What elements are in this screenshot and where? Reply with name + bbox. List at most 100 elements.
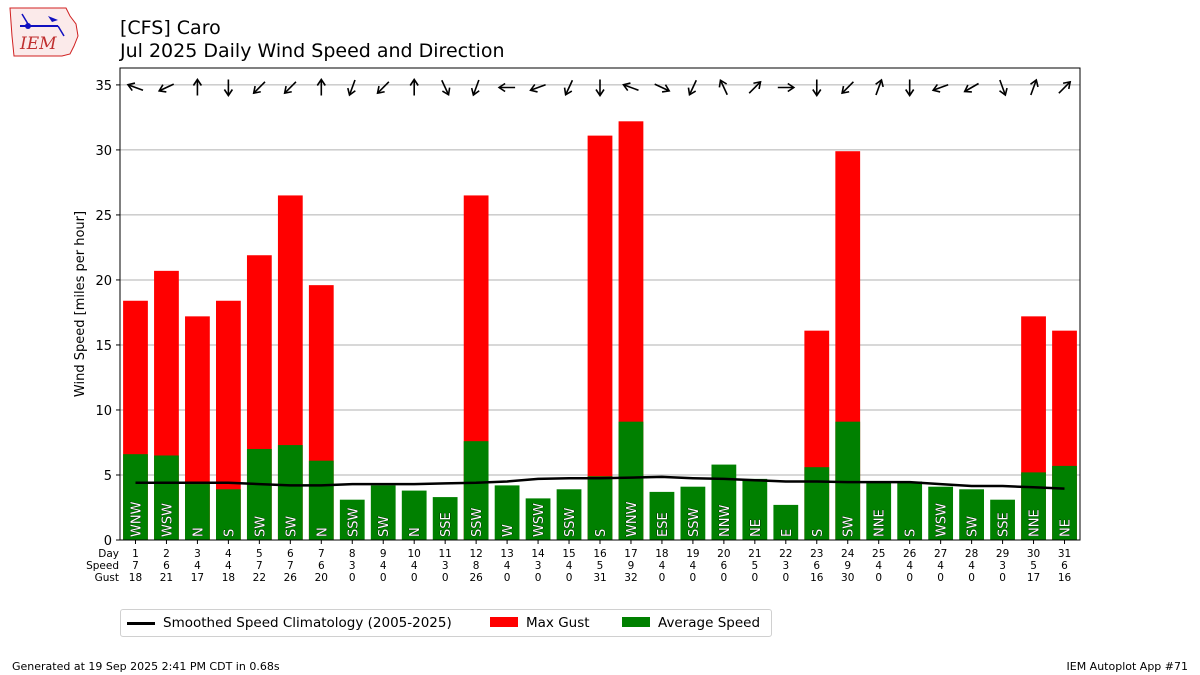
speed-label: 4 bbox=[968, 560, 975, 572]
speed-label: 7 bbox=[287, 560, 294, 572]
gust-label: 0 bbox=[659, 572, 666, 584]
wind-arrow bbox=[1029, 78, 1039, 96]
speed-label: 4 bbox=[875, 560, 882, 572]
gust-label: 26 bbox=[284, 572, 298, 584]
speed-label: 5 bbox=[751, 560, 758, 572]
y-tick-label: 30 bbox=[95, 144, 112, 159]
speed-label: 6 bbox=[163, 560, 170, 572]
avg-bar bbox=[711, 464, 737, 540]
avg-bar bbox=[959, 489, 984, 540]
speed-label: 6 bbox=[318, 560, 325, 572]
avg-bar bbox=[494, 485, 520, 540]
wind-arrow bbox=[376, 81, 390, 95]
gust-label: 32 bbox=[624, 572, 637, 584]
gust-label: 0 bbox=[751, 572, 758, 584]
wind-chart: WNW WSW N S SW SW N SSW SW N SSE SSW W WSW SSW S WNW ESE S… bbox=[73, 67, 1081, 584]
direction-label: NE bbox=[749, 519, 764, 537]
day-label: 27 bbox=[934, 548, 947, 560]
day-label: 5 bbox=[256, 548, 263, 560]
avg-bar bbox=[277, 445, 303, 540]
avg-bar bbox=[154, 455, 179, 540]
gust-label: 0 bbox=[906, 572, 913, 584]
avg-bar bbox=[804, 467, 830, 540]
gust-label: 17 bbox=[1027, 572, 1040, 584]
avg-bar bbox=[123, 454, 148, 540]
day-label: 22 bbox=[779, 548, 792, 560]
legend-climo-label: Smoothed Speed Climatology (2005-2025) bbox=[163, 615, 452, 631]
speed-label: 3 bbox=[535, 560, 542, 572]
gust-label: 22 bbox=[253, 572, 266, 584]
wind-arrow bbox=[963, 82, 979, 93]
gust-label: 30 bbox=[841, 572, 854, 584]
day-label: 29 bbox=[996, 548, 1009, 560]
speed-label: 4 bbox=[690, 560, 697, 572]
wind-arrow bbox=[718, 78, 728, 96]
avg-bar bbox=[432, 497, 458, 540]
gust-label: 17 bbox=[191, 572, 204, 584]
speed-label: 9 bbox=[628, 560, 635, 572]
gust-label: 0 bbox=[504, 572, 511, 584]
speed-label: 4 bbox=[504, 560, 511, 572]
legend-gust-swatch bbox=[490, 617, 518, 627]
wind-arrow bbox=[347, 79, 356, 97]
wind-arrow bbox=[409, 78, 419, 96]
direction-label: SW bbox=[253, 516, 268, 537]
speed-label: 9 bbox=[844, 560, 851, 572]
gust-label: 0 bbox=[349, 572, 356, 584]
day-label: 3 bbox=[194, 548, 201, 560]
wind-arrow bbox=[529, 83, 546, 93]
wind-arrow bbox=[812, 79, 822, 97]
day-label: 23 bbox=[810, 548, 823, 560]
speed-label: 6 bbox=[1061, 560, 1068, 572]
speed-label: 6 bbox=[813, 560, 820, 572]
avg-bar bbox=[339, 499, 365, 540]
speed-label: 4 bbox=[380, 560, 387, 572]
wind-arrow bbox=[126, 82, 144, 92]
direction-label: NE bbox=[1059, 519, 1074, 537]
direction-label: SSW bbox=[563, 507, 578, 537]
wind-arrow bbox=[283, 81, 297, 95]
direction-label: WSW bbox=[532, 503, 547, 537]
direction-label: SSE bbox=[439, 512, 454, 537]
day-label: 16 bbox=[593, 548, 607, 560]
day-label: 28 bbox=[965, 548, 978, 560]
day-label: 19 bbox=[686, 548, 699, 560]
speed-label: 3 bbox=[442, 560, 449, 572]
wind-arrow bbox=[777, 82, 796, 93]
wind-arrow bbox=[470, 79, 480, 97]
wind-arrow bbox=[905, 79, 915, 97]
gust-label: 31 bbox=[593, 572, 606, 584]
avg-bar bbox=[401, 490, 427, 540]
day-label: 20 bbox=[717, 548, 730, 560]
avg-bar bbox=[525, 498, 551, 540]
day-label: 21 bbox=[748, 548, 761, 560]
wind-arrow bbox=[223, 79, 234, 97]
gust-label: 0 bbox=[999, 572, 1006, 584]
avg-bar bbox=[246, 448, 272, 540]
wind-arrow bbox=[875, 78, 884, 96]
climatology-line bbox=[135, 475, 1065, 490]
direction-label: WNW bbox=[129, 501, 144, 537]
wind-arrow bbox=[563, 79, 574, 97]
gust-label: 0 bbox=[535, 572, 542, 584]
day-label: 10 bbox=[408, 548, 421, 560]
direction-label: WNW bbox=[625, 501, 640, 537]
gust-label: 0 bbox=[442, 572, 449, 584]
gust-label: 20 bbox=[315, 572, 328, 584]
legend-avg-label: Average Speed bbox=[658, 615, 761, 631]
day-label: 6 bbox=[287, 548, 294, 560]
direction-label: SSW bbox=[346, 507, 361, 537]
day-label: 26 bbox=[903, 548, 917, 560]
direction-label: E bbox=[780, 529, 795, 537]
day-label: 8 bbox=[349, 548, 356, 560]
avg-bar bbox=[866, 482, 892, 540]
day-label: 11 bbox=[438, 548, 451, 560]
direction-label: ESE bbox=[656, 512, 671, 537]
avg-bar bbox=[216, 489, 241, 540]
y-axis-label: Wind Speed [miles per hour] bbox=[73, 211, 88, 397]
day-label: 24 bbox=[841, 548, 855, 560]
day-label: 1 bbox=[132, 548, 139, 560]
gust-label: 0 bbox=[782, 572, 789, 584]
speed-label: 3 bbox=[999, 560, 1006, 572]
direction-label: W bbox=[501, 524, 516, 537]
